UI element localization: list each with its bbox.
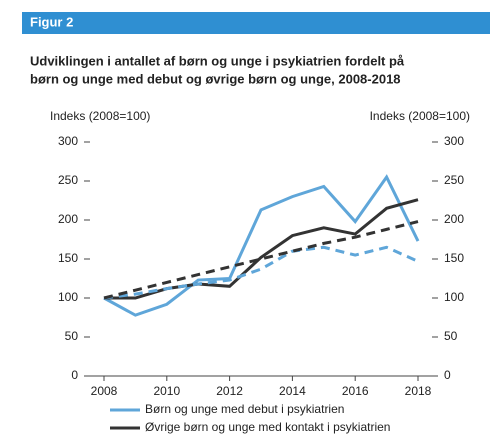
chart-title: Udviklingen i antallet af børn og unge i… — [30, 53, 405, 68]
y2-tick-label: 0 — [444, 368, 451, 382]
y2-axis-label: Indeks (2008=100) — [370, 109, 470, 123]
x-tick-label: 2012 — [216, 384, 243, 398]
legend-label: Børn og unge med debut i psykiatrien — [145, 402, 344, 416]
header-band — [22, 12, 490, 34]
y-tick-label: 250 — [58, 173, 78, 187]
line — [103, 174, 420, 317]
x-tick-label: 2016 — [342, 384, 369, 398]
y2-tick-label: 300 — [444, 134, 464, 148]
legend-label: Øvrige børn og unge med kontakt i psykia… — [145, 420, 390, 434]
trend-line — [103, 220, 419, 300]
y2-tick-label: 200 — [444, 212, 464, 226]
y-tick-label: 100 — [58, 290, 78, 304]
line — [104, 198, 419, 300]
trend-line — [103, 245, 419, 300]
header: Figur 2 — [30, 14, 73, 29]
y2-tick-label: 250 — [444, 173, 464, 187]
chart-title: børn og unge med debut og øvrige børn og… — [30, 71, 401, 86]
y-tick-label: 50 — [65, 329, 79, 343]
y2-tick-label: 50 — [444, 329, 458, 343]
y-axis-label: Indeks (2008=100) — [50, 109, 150, 123]
x-tick-label: 2014 — [279, 384, 306, 398]
x-tick-label: 2018 — [405, 384, 432, 398]
y-tick-label: 300 — [58, 134, 78, 148]
x-tick-label: 2010 — [153, 384, 180, 398]
y-tick-label: 150 — [58, 251, 78, 265]
y-tick-label: 200 — [58, 212, 78, 226]
y2-tick-label: 150 — [444, 251, 464, 265]
y2-tick-label: 100 — [444, 290, 464, 304]
y-tick-label: 0 — [71, 368, 78, 382]
x-tick-label: 2008 — [91, 384, 118, 398]
